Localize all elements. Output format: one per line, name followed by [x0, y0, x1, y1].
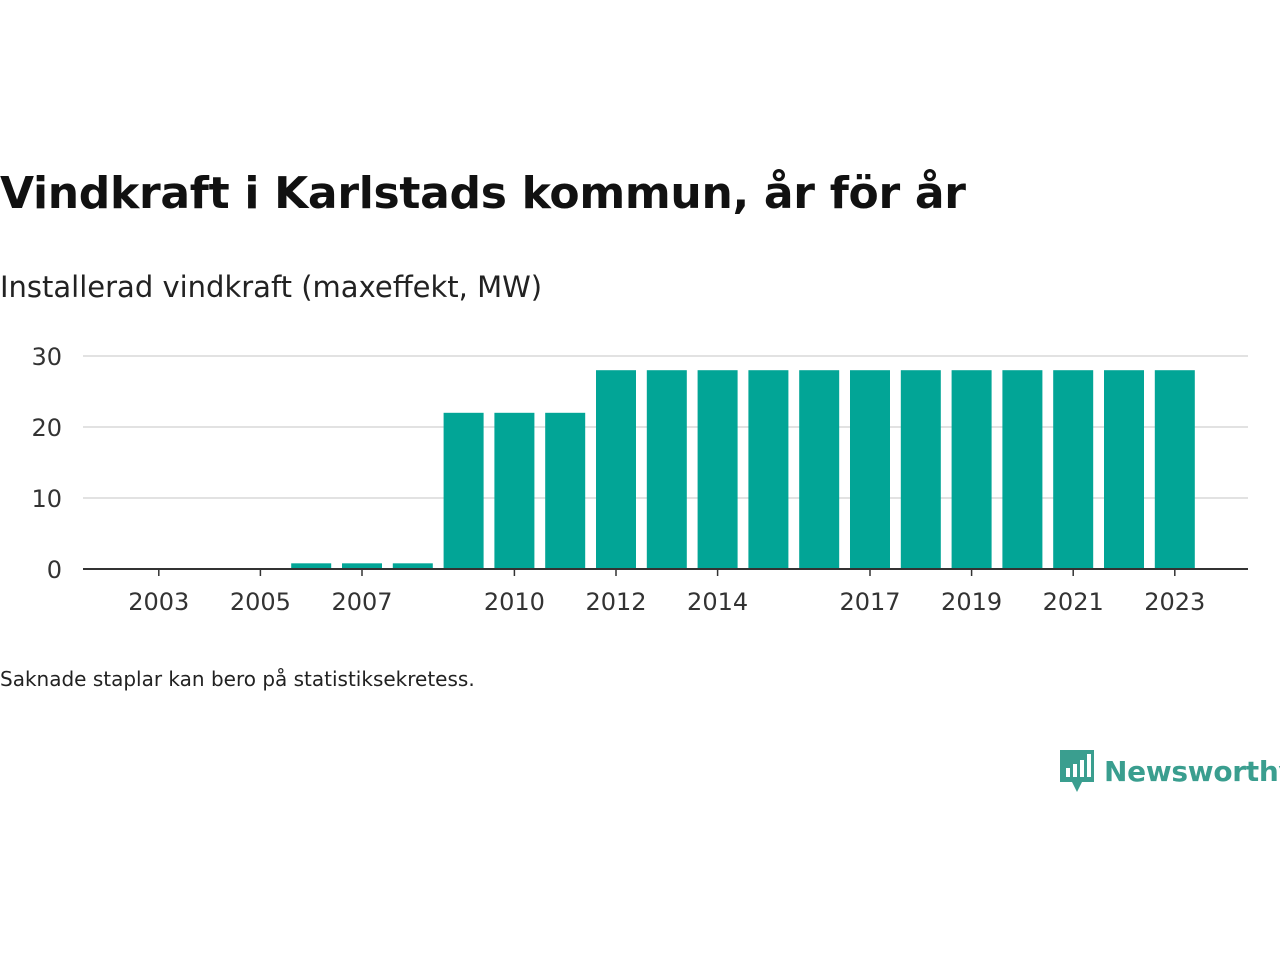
y-tick-label: 10 [31, 485, 62, 513]
bar-2007 [342, 563, 382, 569]
bar-2015 [748, 370, 789, 569]
newsworthy-brand: Newsworthy [1058, 748, 1280, 794]
x-tick-label: 2014 [687, 588, 748, 616]
y-tick-label: 30 [31, 343, 62, 371]
bar-2021 [1053, 370, 1094, 569]
axes: 0 10 20 30 2003 2005 2007 2010 2012 2014 2017 2019 2… [31, 343, 1248, 616]
bars [291, 370, 1195, 569]
x-tick-label: 2010 [484, 588, 545, 616]
chart-title: Vindkraft i Karlstads kommun, år för år [0, 168, 966, 219]
x-tick-label: 2003 [128, 588, 189, 616]
x-tick-label: 2017 [839, 588, 900, 616]
x-tick-label: 2021 [1043, 588, 1104, 616]
bar-2008 [392, 563, 433, 569]
bar-2009 [443, 412, 484, 569]
newsworthy-logo-icon [1060, 750, 1094, 792]
bar-2016 [799, 370, 840, 569]
x-tick-label: 2012 [585, 588, 646, 616]
y-tick-label: 20 [31, 414, 62, 442]
bar-2020 [1002, 370, 1043, 569]
bar-2011 [545, 412, 586, 569]
bar-2014 [697, 370, 738, 569]
x-tick-label: 2019 [941, 588, 1002, 616]
bar-2010 [494, 412, 535, 569]
x-tick-label: 2023 [1144, 588, 1205, 616]
brand-name: Newsworthy [1104, 754, 1280, 788]
bar-2022 [1104, 370, 1144, 569]
bar-2018 [900, 370, 941, 569]
x-tick-label: 2005 [230, 588, 291, 616]
bar-2019 [951, 370, 992, 569]
bar-2012 [596, 370, 636, 569]
bar-2017 [850, 370, 890, 569]
bar-chart: 0 10 20 30 2003 2005 2007 2010 2012 2014 2017 2019 2… [31, 343, 1248, 616]
chart-subtitle: Installerad vindkraft (maxeffekt, MW) [0, 270, 543, 304]
y-tick-label: 0 [47, 556, 62, 584]
x-tick-label: 2007 [331, 588, 392, 616]
footnote: Saknade staplar kan bero på statistiksek… [0, 667, 475, 691]
bar-2023 [1154, 370, 1195, 569]
bar-2013 [646, 370, 687, 569]
bar-2006 [291, 563, 332, 569]
